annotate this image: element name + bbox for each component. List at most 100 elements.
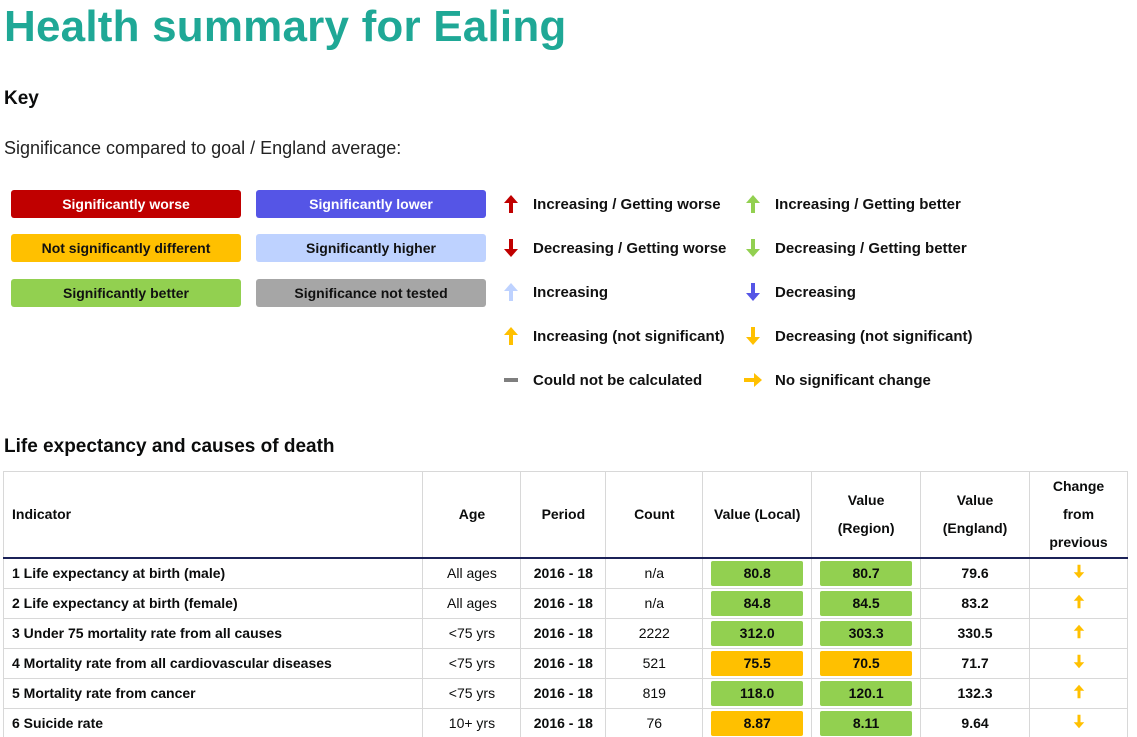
- cell-change: [1029, 617, 1128, 649]
- value-local-badge: 80.8: [711, 560, 804, 586]
- legend-increasing-getting-better: Increasing / Getting better: [741, 192, 961, 216]
- page-title: Health summary for Ealing: [4, 2, 567, 51]
- legend-label: No significant change: [775, 371, 931, 389]
- cell-indicator: 4 Mortality rate from all cardiovascular…: [2, 647, 424, 679]
- table-header-row: Indicator Age Period Count Value (Local)…: [2, 471, 1128, 559]
- pill-significantly-better: Significantly better: [11, 279, 241, 307]
- cell-count: 819: [605, 677, 704, 709]
- column-header-count: Count: [605, 471, 704, 559]
- pill-significantly-lower: Significantly lower: [256, 190, 486, 218]
- cell-value-local: 84.8: [702, 587, 813, 619]
- header-line: (Region): [837, 520, 895, 537]
- arrow-down-amber-icon: [1073, 564, 1085, 582]
- key-heading: Key: [4, 88, 39, 109]
- cell-change: [1029, 587, 1128, 619]
- arrow-up-lightblue-icon: [499, 280, 523, 304]
- header-line: Value: [847, 492, 885, 509]
- table-row[interactable]: 2 Life expectancy at birth (female) All a…: [2, 587, 1128, 619]
- cell-value-region: 70.5: [811, 647, 922, 679]
- arrow-down-amber-icon: [741, 324, 765, 348]
- cell-period: 2016 - 18: [520, 707, 607, 737]
- cell-age: All ages: [422, 587, 522, 619]
- pill-significantly-worse: Significantly worse: [11, 190, 241, 218]
- cell-value-local: 118.0: [702, 677, 813, 709]
- cell-change: [1029, 557, 1128, 589]
- cell-value-region: 80.7: [811, 557, 922, 589]
- legend-could-not-be-calculated: Could not be calculated: [499, 368, 702, 392]
- legend-label: Increasing: [533, 283, 609, 301]
- value-local-badge: 84.8: [711, 590, 804, 616]
- value-local-badge: 312.0: [711, 620, 804, 646]
- arrow-down-green-icon: [741, 236, 765, 260]
- column-header-change: Change from previous: [1029, 471, 1128, 559]
- cell-value-local: 312.0: [702, 617, 813, 649]
- column-header-indicator: Indicator: [2, 471, 424, 559]
- cell-indicator: 5 Mortality rate from cancer: [2, 677, 424, 709]
- value-region-badge: 120.1: [820, 680, 913, 706]
- cell-indicator: 2 Life expectancy at birth (female): [2, 587, 424, 619]
- legend-decreasing-not-significant: Decreasing (not significant): [741, 324, 973, 348]
- legend-label: Increasing / Getting better: [775, 195, 961, 213]
- cell-count: 2222: [605, 617, 704, 649]
- table-row[interactable]: 6 Suicide rate 10+ yrs 2016 - 18 76 8.87 8.11…: [2, 707, 1128, 737]
- header-line: from: [1062, 506, 1095, 523]
- header-line: Value: [956, 492, 994, 509]
- cell-age: <75 yrs: [422, 617, 522, 649]
- legend-label: Decreasing: [775, 283, 856, 301]
- dash-grey-icon: [499, 368, 523, 392]
- cell-period: 2016 - 18: [520, 677, 607, 709]
- pill-significance-not-tested: Significance not tested: [256, 279, 486, 307]
- cell-value-england: 71.7: [920, 647, 1030, 679]
- cell-age: All ages: [422, 557, 522, 589]
- column-header-value-england: Value (England): [920, 471, 1030, 559]
- value-region-badge: 80.7: [820, 560, 913, 586]
- cell-value-region: 84.5: [811, 587, 922, 619]
- arrow-down-red-icon: [499, 236, 523, 260]
- legend-increasing: Increasing: [499, 280, 608, 304]
- cell-value-region: 303.3: [811, 617, 922, 649]
- cell-count: n/a: [605, 557, 704, 589]
- value-region-badge: 8.11: [820, 710, 913, 736]
- table-row[interactable]: 5 Mortality rate from cancer <75 yrs 2016 …: [2, 677, 1128, 709]
- legend-label: Increasing (not significant): [533, 327, 725, 345]
- table-row[interactable]: 1 Life expectancy at birth (male) All age…: [2, 557, 1128, 589]
- section-heading: Life expectancy and causes of death: [4, 436, 335, 457]
- pill-not-significantly-different: Not significantly different: [11, 234, 241, 262]
- arrow-right-amber-icon: [741, 368, 765, 392]
- arrow-up-amber-icon: [499, 324, 523, 348]
- cell-count: 76: [605, 707, 704, 737]
- cell-count: 521: [605, 647, 704, 679]
- cell-indicator: 6 Suicide rate: [2, 707, 424, 737]
- cell-value-england: 132.3: [920, 677, 1030, 709]
- cell-value-region: 120.1: [811, 677, 922, 709]
- arrow-up-amber-icon: [1073, 624, 1085, 642]
- cell-period: 2016 - 18: [520, 587, 607, 619]
- cell-age: <75 yrs: [422, 647, 522, 679]
- legend-no-significant-change: No significant change: [741, 368, 931, 392]
- cell-indicator: 3 Under 75 mortality rate from all cause…: [2, 617, 424, 649]
- header-line: Change: [1052, 478, 1105, 495]
- cell-period: 2016 - 18: [520, 557, 607, 589]
- legend-label: Decreasing / Getting better: [775, 239, 967, 257]
- cell-value-local: 75.5: [702, 647, 813, 679]
- column-header-value-local: Value (Local): [702, 471, 813, 559]
- arrow-down-blue-icon: [741, 280, 765, 304]
- legend-label: Increasing / Getting worse: [533, 195, 721, 213]
- table-row[interactable]: 3 Under 75 mortality rate from all cause…: [2, 617, 1128, 649]
- arrow-up-amber-icon: [1073, 684, 1085, 702]
- value-local-badge: 75.5: [711, 650, 804, 676]
- table-row[interactable]: 4 Mortality rate from all cardiovascular…: [2, 647, 1128, 679]
- significance-label: Significance compared to goal / England …: [4, 138, 402, 158]
- header-line: previous: [1049, 534, 1108, 551]
- legend-label: Could not be calculated: [533, 371, 703, 389]
- cell-value-england: 79.6: [920, 557, 1030, 589]
- legend-decreasing-getting-worse: Decreasing / Getting worse: [499, 236, 726, 260]
- legend-label: Decreasing / Getting worse: [533, 239, 727, 257]
- column-header-period: Period: [520, 471, 607, 559]
- cell-value-local: 8.87: [702, 707, 813, 737]
- cell-age: <75 yrs: [422, 677, 522, 709]
- cell-count: n/a: [605, 587, 704, 619]
- column-header-age: Age: [422, 471, 522, 559]
- legend-label: Decreasing (not significant): [775, 327, 973, 345]
- health-summary-table: Indicator Age Period Count Value (Local)…: [2, 471, 1128, 737]
